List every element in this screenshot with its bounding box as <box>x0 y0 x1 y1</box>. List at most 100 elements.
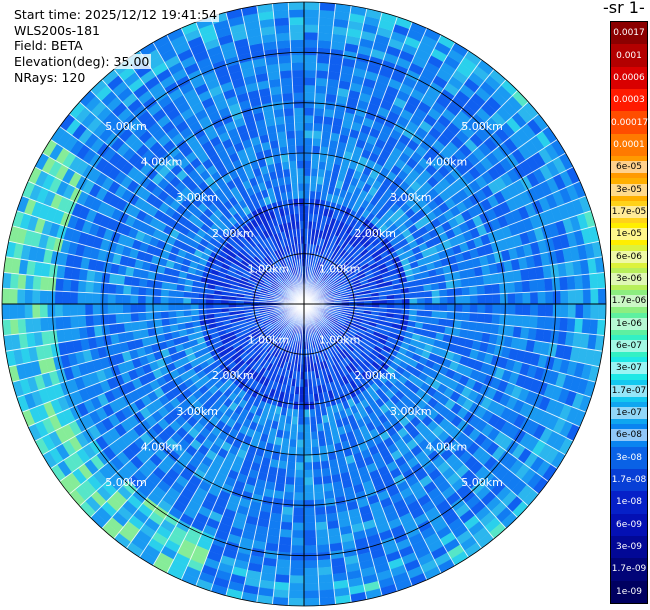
ray-gate-cell <box>303 69 317 78</box>
ray-gate-cell <box>303 145 313 154</box>
ray-gate-cell <box>278 536 292 546</box>
ray-gate-cell <box>484 293 493 305</box>
ray-gate-cell <box>482 274 492 286</box>
ray-gate-cell <box>574 318 584 334</box>
ray-gate-cell <box>17 273 27 290</box>
ray-gate-cell <box>303 24 319 33</box>
range-ring-label: 2.00km <box>212 227 254 240</box>
ray-gate-cell <box>283 491 295 501</box>
ray-gate-cell <box>312 137 322 147</box>
colorbar-tick-label: 1.7e-06 <box>611 295 647 308</box>
ray-gate-cell <box>292 514 305 524</box>
ray-gate-cell <box>311 153 320 162</box>
ray-gate-cell <box>290 54 305 63</box>
colorbar-tick-label: 0.0001 <box>613 139 645 150</box>
ray-gate-cell <box>462 303 471 313</box>
ray-gate-cell <box>55 277 64 292</box>
ray-gate-cell <box>288 160 298 170</box>
ray-gate-cell <box>297 416 305 425</box>
ray-gate-cell <box>530 291 539 305</box>
ray-gate-cell <box>497 324 507 337</box>
ray-gate-cell <box>469 312 478 323</box>
ray-gate-cell <box>32 303 41 319</box>
ray-gate-cell <box>321 475 333 485</box>
ray-gate-cell <box>514 314 523 328</box>
ray-gate-cell <box>597 288 606 305</box>
ray-gate-cell <box>477 303 486 314</box>
range-ring-label: 2.00km <box>212 369 254 382</box>
ray-gate-cell <box>298 401 305 410</box>
ray-gate-cell <box>310 168 319 177</box>
ray-gate-cell <box>281 506 294 516</box>
ray-gate-cell <box>312 476 324 486</box>
ray-gate-cell <box>325 93 338 103</box>
colorbar-title: -1 sr- <box>603 0 645 17</box>
ray-gate-cell <box>294 130 305 139</box>
ray-gate-cell <box>39 317 49 332</box>
ray-gate-cell <box>559 317 569 332</box>
ray-gate-cell <box>274 116 286 126</box>
ray-gate-cell <box>401 303 410 310</box>
ray-gate-cell <box>108 323 118 335</box>
ray-gate-cell <box>47 303 56 318</box>
ray-gate-cell <box>273 17 290 27</box>
ray-gate-cell <box>522 291 531 305</box>
ray-gate-cell <box>467 321 477 332</box>
ray-gate-cell <box>152 303 161 313</box>
ray-gate-cell <box>282 499 294 508</box>
ray-gate-cell <box>24 303 33 319</box>
ray-gate-cell <box>296 432 305 441</box>
range-ring-label: 4.00km <box>426 440 468 453</box>
ray-gate-cell <box>47 290 56 305</box>
colorbar-tick-label: 3e-05 <box>611 183 647 196</box>
ray-gate-cell <box>9 288 18 305</box>
ray-gate-cell <box>303 454 313 463</box>
ray-gate-cell <box>123 275 133 287</box>
ray-gate-cell <box>303 514 316 524</box>
ray-gate-cell <box>316 536 330 546</box>
ray-gate-cell <box>286 137 296 147</box>
ray-gate-cell <box>316 62 330 72</box>
colorbar-tick-label: 0.00017 <box>611 117 649 128</box>
ray-gate-cell <box>447 303 456 313</box>
ray-gate-cell <box>281 92 294 102</box>
ray-gate-cell <box>62 291 71 305</box>
ray-gate-cell <box>316 551 331 561</box>
ray-gate-cell <box>284 476 296 486</box>
ray-gate-cell <box>310 438 320 448</box>
ray-gate-cell <box>581 273 591 290</box>
ray-gate-cell <box>107 313 117 325</box>
ray-gate-cell <box>297 183 305 192</box>
ray-gate-cell <box>314 92 327 102</box>
ray-gate-cell <box>289 168 298 177</box>
ray-gate-cell <box>288 16 305 26</box>
ray-gate-cell <box>589 273 599 290</box>
ray-gate-cell <box>137 312 147 322</box>
ray-gate-cell <box>469 285 478 296</box>
ray-gate-cell <box>317 566 333 576</box>
ray-gate-cell <box>454 295 463 305</box>
ppi-ray-cells <box>2 2 606 606</box>
ray-gate-cell <box>324 497 337 507</box>
ray-gate-cell <box>567 289 576 305</box>
ray-gate-cell <box>69 303 78 317</box>
ray-gate-cell <box>294 469 305 478</box>
ray-gate-cell <box>289 32 305 41</box>
ray-gate-cell <box>275 32 291 42</box>
ray-gate-cell <box>115 303 124 315</box>
ray-gate-cell <box>303 92 316 101</box>
ray-gate-cell <box>293 115 305 124</box>
range-ring-label: 5.00km <box>461 120 503 133</box>
ray-gate-cell <box>545 290 554 305</box>
ray-gate-cell <box>287 145 297 154</box>
ray-gate-cell <box>514 303 524 316</box>
ray-gate-cell <box>303 567 319 576</box>
ray-gate-cell <box>492 303 501 315</box>
ray-gate-cell <box>303 198 310 207</box>
ray-gate-cell <box>303 597 320 606</box>
ray-gate-cell <box>69 291 78 305</box>
ray-gate-cell <box>116 322 126 334</box>
ray-gate-cell <box>285 469 296 478</box>
ray-gate-cell <box>77 303 86 317</box>
ray-gate-cell <box>295 447 305 456</box>
